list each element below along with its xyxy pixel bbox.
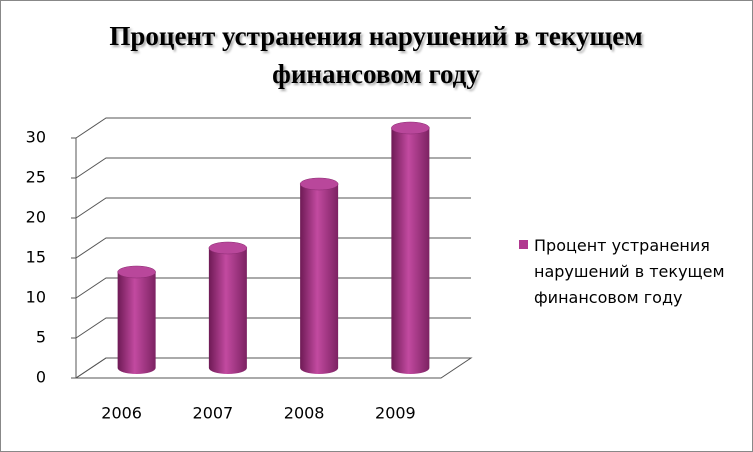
grid-line — [75, 157, 471, 179]
y-tick-label: 25 — [26, 168, 46, 187]
x-tick-label: 2008 — [284, 404, 325, 423]
y-tick-label: 10 — [26, 288, 46, 307]
bar — [117, 272, 156, 374]
x-tick-label: 2009 — [375, 404, 416, 423]
grid-line — [75, 117, 471, 139]
bar — [300, 184, 339, 374]
grid-line — [75, 197, 471, 219]
x-tick-label: 2006 — [101, 404, 142, 423]
grid-line — [75, 317, 471, 339]
y-tick-label: 30 — [26, 128, 46, 147]
grid-line — [75, 237, 471, 259]
x-tick-label: 2007 — [193, 404, 234, 423]
bar-top — [299, 177, 339, 191]
bar-top — [391, 121, 430, 135]
legend-key — [519, 240, 528, 249]
bar-top — [117, 265, 156, 279]
bar — [391, 128, 430, 374]
y-tick-label: 5 — [36, 328, 46, 347]
chart-title: Процент устранения нарушений в текущем ф… — [109, 21, 643, 89]
y-tick-label: 0 — [36, 368, 46, 387]
bar-top — [208, 241, 248, 255]
grid-line — [75, 277, 471, 299]
grid-line — [75, 357, 471, 379]
y-tick-label: 20 — [26, 208, 46, 227]
legend-label: Процент устранения нарушений в текущем ф… — [534, 236, 725, 307]
bar — [208, 248, 247, 374]
y-tick-label: 15 — [26, 248, 46, 267]
